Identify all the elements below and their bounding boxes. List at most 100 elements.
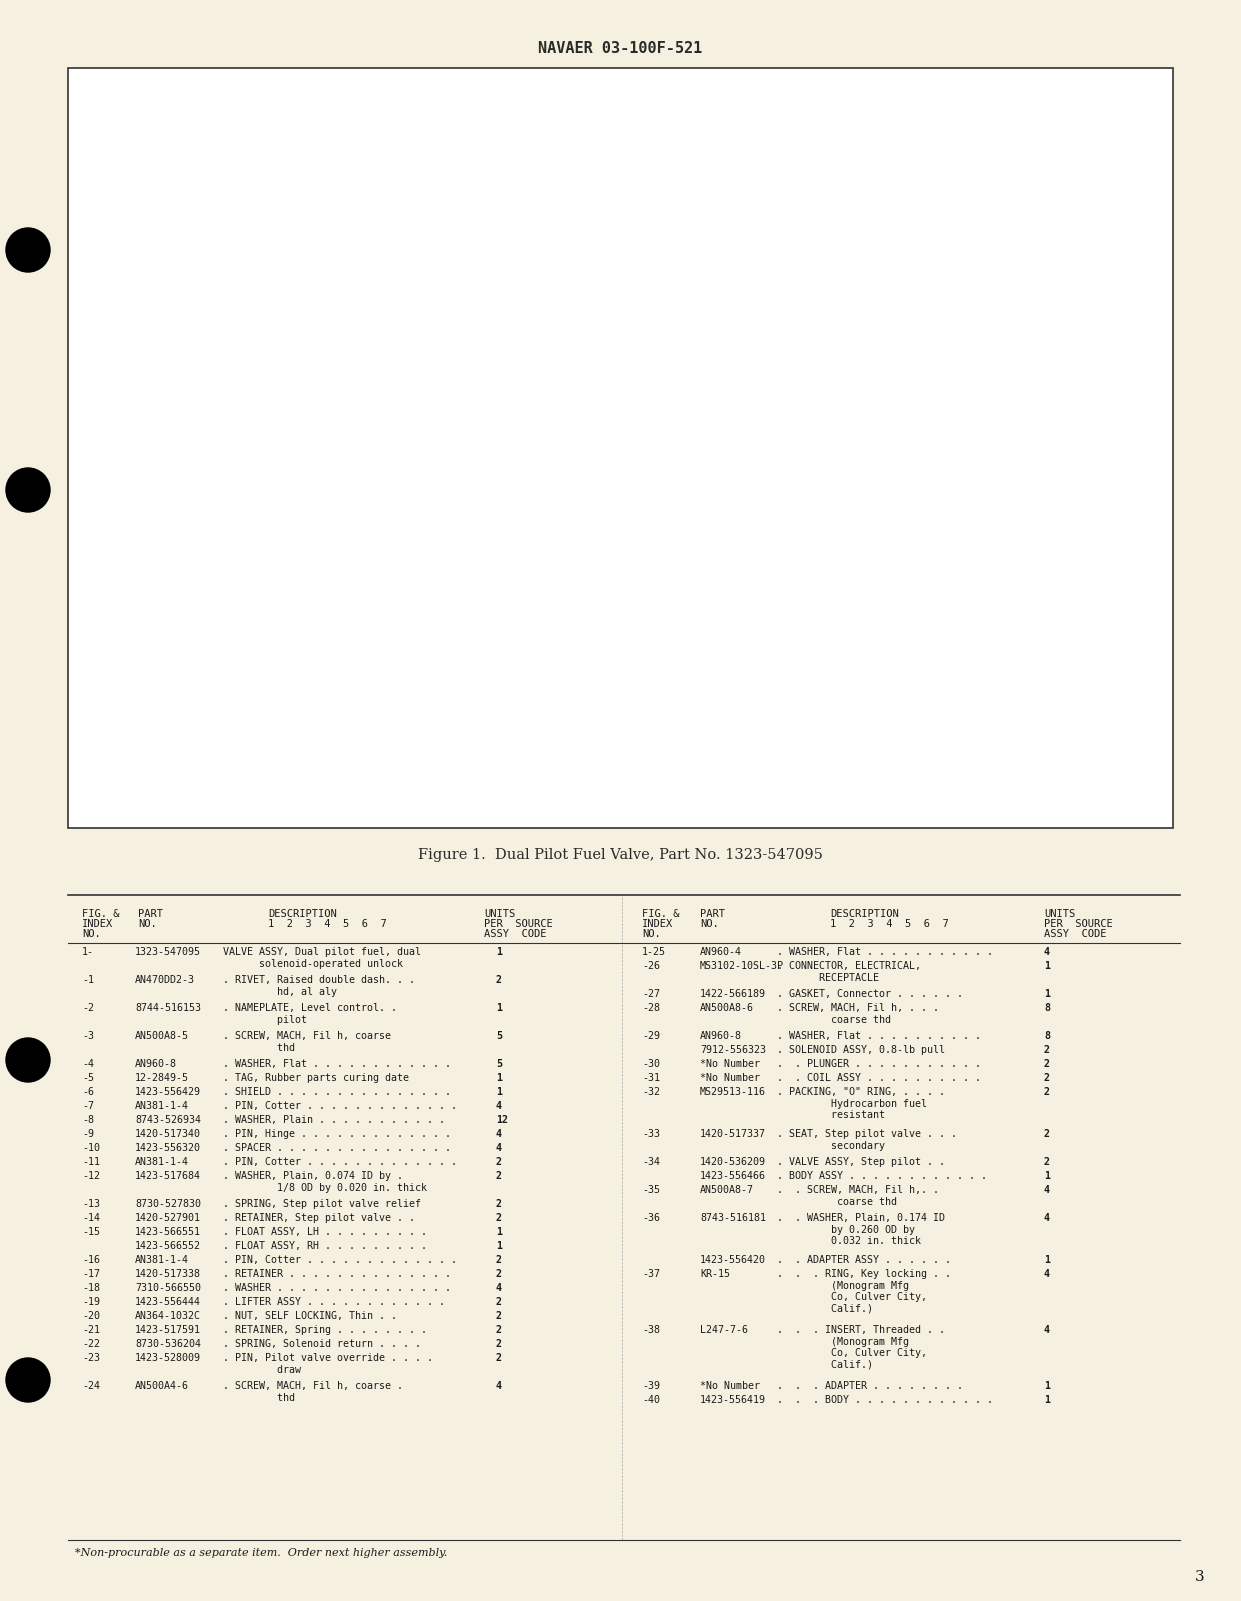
Text: 1420-517337: 1420-517337: [700, 1129, 766, 1138]
Text: 1420-517338: 1420-517338: [135, 1270, 201, 1279]
Text: . SEAT, Step pilot valve . . .
         secondary: . SEAT, Step pilot valve . . . secondary: [777, 1129, 957, 1151]
Text: 4: 4: [496, 1382, 503, 1391]
Text: Figure 1.  Dual Pilot Fuel Valve, Part No. 1323-547095: Figure 1. Dual Pilot Fuel Valve, Part No…: [417, 849, 823, 861]
Text: -17: -17: [82, 1270, 101, 1279]
Text: .  .  . BODY . . . . . . . . . . . .: . . . BODY . . . . . . . . . . . .: [777, 1394, 993, 1406]
Text: PART: PART: [138, 909, 163, 919]
Text: 12-2849-5: 12-2849-5: [135, 1073, 189, 1082]
Text: AN960-8: AN960-8: [135, 1058, 177, 1069]
Text: -10: -10: [82, 1143, 101, 1153]
Text: .  .  . RING, Key locking . .
         (Monogram Mfg
         Co, Culver City,
 : . . . RING, Key locking . . (Monogram Mf…: [777, 1270, 951, 1314]
Text: -1: -1: [82, 975, 94, 985]
Text: -34: -34: [642, 1158, 660, 1167]
Text: -37: -37: [642, 1270, 660, 1279]
Text: NO.: NO.: [138, 919, 156, 929]
Text: UNITS: UNITS: [1044, 909, 1075, 919]
Text: 2: 2: [496, 975, 503, 985]
Text: DESCRIPTION: DESCRIPTION: [830, 909, 898, 919]
Text: DESCRIPTION: DESCRIPTION: [268, 909, 336, 919]
Text: -19: -19: [82, 1297, 101, 1306]
Text: 2: 2: [1044, 1045, 1050, 1055]
Text: PER  SOURCE: PER SOURCE: [484, 919, 552, 929]
Text: 8: 8: [1044, 1031, 1050, 1041]
Text: 2: 2: [496, 1199, 503, 1209]
Text: 1: 1: [496, 1087, 503, 1097]
Text: PER  SOURCE: PER SOURCE: [1044, 919, 1113, 929]
Text: 1423-556444: 1423-556444: [135, 1297, 201, 1306]
Text: 2: 2: [496, 1255, 503, 1265]
Text: UNITS: UNITS: [484, 909, 515, 919]
Text: . PIN, Cotter . . . . . . . . . . . . .: . PIN, Cotter . . . . . . . . . . . . .: [223, 1101, 457, 1111]
Text: . PACKING, "O" RING, . . . .
         Hydrocarbon fuel
         resistant: . PACKING, "O" RING, . . . . Hydrocarbon…: [777, 1087, 944, 1121]
Text: 1: 1: [1044, 1382, 1050, 1391]
Text: .  .  . INSERT, Threaded . .
         (Monogram Mfg
         Co, Culver City,
  : . . . INSERT, Threaded . . (Monogram Mfg…: [777, 1326, 944, 1370]
Text: NAVAER 03-100F-521: NAVAER 03-100F-521: [537, 40, 702, 56]
Text: -14: -14: [82, 1214, 101, 1223]
Text: ASSY  CODE: ASSY CODE: [484, 929, 546, 940]
Text: 1: 1: [1044, 1255, 1050, 1265]
Text: 8744-516153: 8744-516153: [135, 1002, 201, 1013]
Text: 7310-566550: 7310-566550: [135, 1282, 201, 1294]
Text: -12: -12: [82, 1170, 101, 1182]
Text: . PIN, Pilot valve override . . . .
         draw: . PIN, Pilot valve override . . . . draw: [223, 1353, 433, 1375]
Text: -13: -13: [82, 1199, 101, 1209]
Text: 7912-556323: 7912-556323: [700, 1045, 766, 1055]
Text: 1: 1: [496, 1226, 503, 1238]
Text: AN500A8-7: AN500A8-7: [700, 1185, 755, 1194]
Text: 1420-517340: 1420-517340: [135, 1129, 201, 1138]
Text: -23: -23: [82, 1353, 101, 1362]
Text: AN500A8-5: AN500A8-5: [135, 1031, 189, 1041]
Text: 1420-536209: 1420-536209: [700, 1158, 766, 1167]
Text: -38: -38: [642, 1326, 660, 1335]
Text: . PIN, Cotter . . . . . . . . . . . . .: . PIN, Cotter . . . . . . . . . . . . .: [223, 1158, 457, 1167]
Text: 4: 4: [496, 1101, 503, 1111]
Text: .  . SCREW, MACH, Fil h,. .
          coarse thd: . . SCREW, MACH, Fil h,. . coarse thd: [777, 1185, 939, 1207]
Text: . NAMEPLATE, Level control. .
         pilot: . NAMEPLATE, Level control. . pilot: [223, 1002, 397, 1025]
Text: 1423-556466: 1423-556466: [700, 1170, 766, 1182]
Text: 2: 2: [1044, 1058, 1050, 1069]
Text: KR-15: KR-15: [700, 1270, 730, 1279]
Text: *No Number: *No Number: [700, 1073, 759, 1082]
Text: -32: -32: [642, 1087, 660, 1097]
Text: . VALVE ASSY, Step pilot . .: . VALVE ASSY, Step pilot . .: [777, 1158, 944, 1167]
Text: MS29513-116: MS29513-116: [700, 1087, 766, 1097]
Text: 2: 2: [496, 1170, 503, 1182]
Text: -20: -20: [82, 1311, 101, 1321]
Text: -31: -31: [642, 1073, 660, 1082]
Text: -8: -8: [82, 1114, 94, 1126]
Text: . WASHER, Flat . . . . . . . . . .: . WASHER, Flat . . . . . . . . . .: [777, 1031, 980, 1041]
Text: 4: 4: [1044, 1185, 1050, 1194]
Text: AN381-1-4: AN381-1-4: [135, 1255, 189, 1265]
Text: . SCREW, MACH, Fil h, . . .
         coarse thd: . SCREW, MACH, Fil h, . . . coarse thd: [777, 1002, 939, 1025]
Text: -6: -6: [82, 1087, 94, 1097]
Text: AN500A4-6: AN500A4-6: [135, 1382, 189, 1391]
Text: . SHIELD . . . . . . . . . . . . . . .: . SHIELD . . . . . . . . . . . . . . .: [223, 1087, 450, 1097]
Text: .  .  . ADAPTER . . . . . . . .: . . . ADAPTER . . . . . . . .: [777, 1382, 963, 1391]
Text: 1423-556429: 1423-556429: [135, 1087, 201, 1097]
Text: 1422-566189: 1422-566189: [700, 989, 766, 999]
Text: 1323-547095: 1323-547095: [135, 948, 201, 957]
Text: *No Number: *No Number: [700, 1058, 759, 1069]
Text: 4: 4: [496, 1129, 503, 1138]
Text: 2: 2: [496, 1338, 503, 1350]
Text: 2: 2: [496, 1326, 503, 1335]
Text: . TAG, Rubber parts curing date: . TAG, Rubber parts curing date: [223, 1073, 410, 1082]
Text: . RETAINER, Spring . . . . . . . .: . RETAINER, Spring . . . . . . . .: [223, 1326, 427, 1335]
Text: .  . WASHER, Plain, 0.174 ID
         by 0.260 OD by
         0.032 in. thick: . . WASHER, Plain, 0.174 ID by 0.260 OD …: [777, 1214, 944, 1246]
Text: . GASKET, Connector . . . . . .: . GASKET, Connector . . . . . .: [777, 989, 963, 999]
Text: . SPACER . . . . . . . . . . . . . . .: . SPACER . . . . . . . . . . . . . . .: [223, 1143, 450, 1153]
Text: 4: 4: [496, 1282, 503, 1294]
Text: 2: 2: [1044, 1087, 1050, 1097]
Text: . SPRING, Step pilot valve relief: . SPRING, Step pilot valve relief: [223, 1199, 421, 1209]
Text: 1: 1: [1044, 1394, 1050, 1406]
Text: -3: -3: [82, 1031, 94, 1041]
Text: -16: -16: [82, 1255, 101, 1265]
Text: . WASHER, Flat . . . . . . . . . . .: . WASHER, Flat . . . . . . . . . . .: [777, 948, 993, 957]
Text: . SCREW, MACH, Fil h, coarse .
         thd: . SCREW, MACH, Fil h, coarse . thd: [223, 1382, 403, 1402]
Text: 8743-526934: 8743-526934: [135, 1114, 201, 1126]
Text: 8: 8: [1044, 1002, 1050, 1013]
Text: 1: 1: [496, 1073, 503, 1082]
Text: -36: -36: [642, 1214, 660, 1223]
Text: 2: 2: [496, 1214, 503, 1223]
Text: . BODY ASSY . . . . . . . . . . . .: . BODY ASSY . . . . . . . . . . . .: [777, 1170, 987, 1182]
